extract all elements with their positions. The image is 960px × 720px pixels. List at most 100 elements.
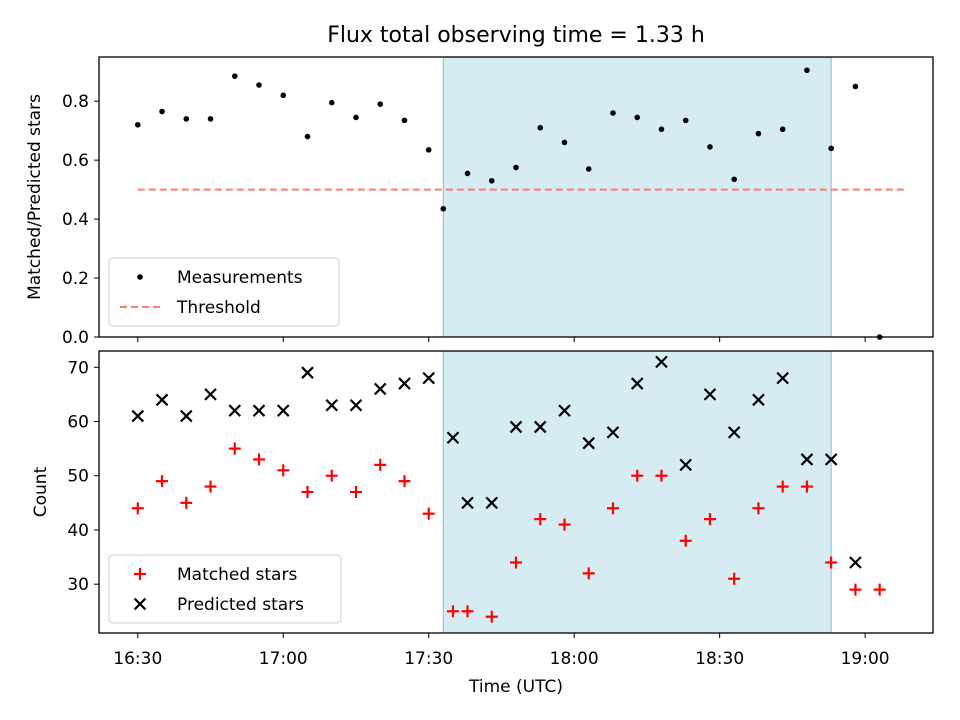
measurement-point [682,117,689,124]
measurement-point [513,164,519,171]
measurement-point [852,83,859,90]
predicted-star-stroke [509,420,523,434]
matched-star-point [156,475,169,488]
bottom-y-tick-label: 30 [67,575,89,595]
measurement-point [755,130,762,137]
predicted-star-stroke [228,404,242,417]
predicted-star-point [703,388,717,401]
matched-star-point [325,469,338,482]
matched-star-point [253,453,266,466]
matched-star-point [131,502,144,515]
top-highlight-region [442,56,832,338]
measurement-point [828,145,834,152]
predicted-star-point [849,556,862,569]
measurement-point [353,114,359,121]
predicted-star-point [373,382,387,396]
matched-star-point [558,518,571,531]
legend-measurements-label: Measurements [177,268,303,288]
matched-star-point [349,486,362,498]
x-tick-label: 18:00 [550,649,599,669]
predicted-star-stroke [131,409,145,423]
measurement-point [537,124,544,131]
predicted-star-point [204,388,217,401]
predicted-star-point [422,371,435,385]
predicted-star-stroke [485,496,499,510]
matched-star-point [631,469,644,482]
predicted-star-point [727,426,741,439]
predicted-star-point [558,404,571,417]
matched-star-point [228,442,241,455]
measurement-point [561,139,568,146]
matched-star-point [655,469,668,482]
predicted-star-point [446,431,460,445]
predicted-star-stroke [349,398,363,412]
predicted-star-point [582,436,596,450]
measurement-point [304,133,311,140]
measurement-point [779,126,786,133]
measurement-point [610,110,616,116]
matched-star-point [301,486,314,498]
predicted-star-stroke [155,393,169,407]
predicted-star-stroke [276,404,290,417]
matched-star-point [825,556,838,569]
measurement-point [159,108,165,115]
matched-star-point [398,475,411,488]
matched-star-point [606,502,619,515]
matched-star-point [582,567,595,580]
measurement-point [377,101,384,107]
top-y-tick-label: 0.8 [62,92,89,112]
measurement-point [634,114,641,121]
predicted-star-stroke [446,431,460,445]
predicted-star-point [131,409,145,423]
legend-measurements-marker [137,274,143,280]
predicted-star-point [752,393,765,407]
predicted-star-point [461,496,474,510]
top-y-tick-label: 0.0 [62,328,89,348]
measurement-point [280,92,287,99]
measurement-point [658,126,665,133]
bottom-highlight-region [442,350,832,634]
predicted-star-stroke [398,377,411,390]
x-tick-label: 17:30 [404,649,453,669]
matched-star-point [510,556,522,569]
top-y-axis-label: Matched/Predicted stars [25,94,45,300]
bottom-y-tick-label: 60 [67,413,89,433]
matched-star-point [776,480,789,493]
x-axis-label: Time (UTC) [468,677,563,697]
predicted-star-point [824,453,838,466]
predicted-star-stroke [776,371,789,385]
x-tick-label: 17:00 [259,649,308,669]
predicted-star-point [485,496,499,510]
predicted-star-point [655,355,668,369]
bottom-y-tick-label: 50 [67,467,89,487]
matched-star-point [446,605,459,618]
predicted-star-point [276,404,290,417]
matched-star-point [374,458,387,471]
predicted-star-stroke [301,366,314,379]
top-plot-layer [134,67,904,340]
predicted-star-stroke [800,453,814,466]
measurement-point [440,205,447,212]
predicted-star-stroke [180,409,193,423]
matched-star-point [204,480,217,493]
measurement-point [134,121,141,128]
matched-star-point [485,610,498,623]
predicted-star-stroke [824,453,838,466]
measurement-point [488,177,495,184]
predicted-star-point [533,420,547,434]
top-y-tick-label: 0.4 [62,210,89,230]
predicted-star-stroke [252,404,266,417]
measurement-point [401,117,408,124]
x-tick-label: 19:00 [841,649,890,669]
predicted-star-stroke [325,398,339,412]
bottom-y-axis-label: Count [31,466,51,517]
top-legend: Measurements Threshold [108,257,340,327]
predicted-star-point [180,409,193,423]
predicted-star-stroke [703,388,717,401]
legend-predicted-marker [133,597,147,611]
bottom-y-tick-label: 40 [67,521,89,541]
predicted-star-point [606,426,620,439]
predicted-star-stroke [582,436,596,450]
legend-predicted-label: Predicted stars [177,595,304,615]
